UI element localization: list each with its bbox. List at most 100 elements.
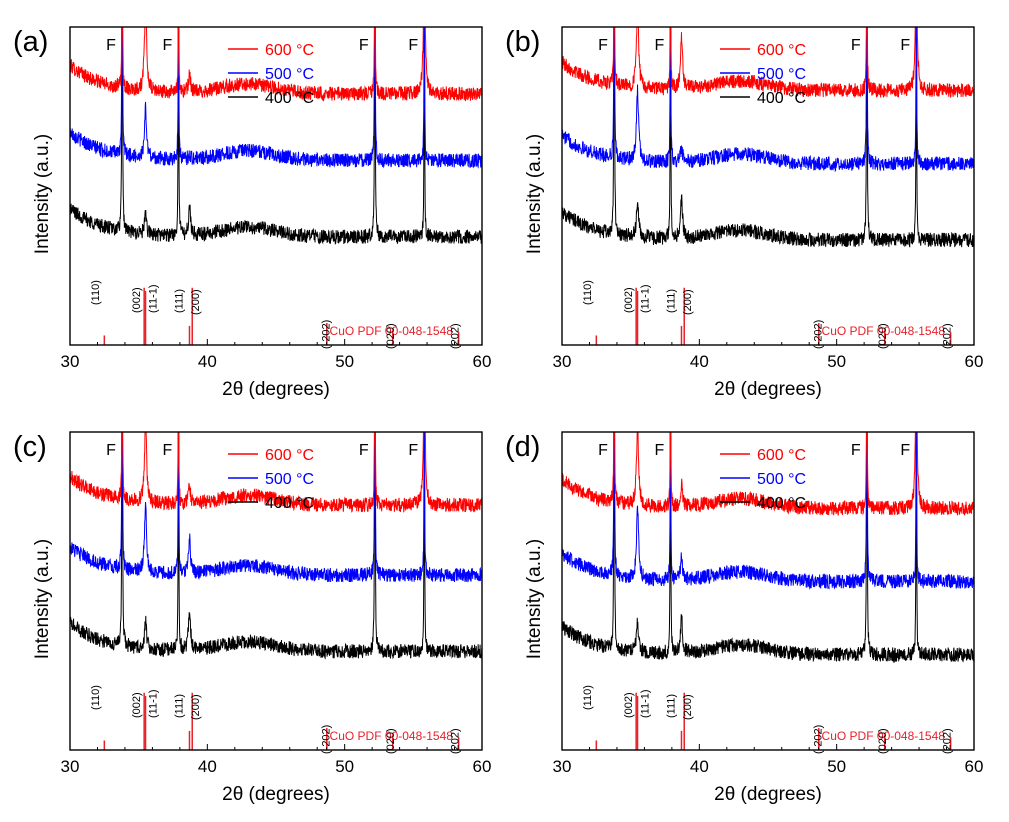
legend-label: 600 °C [757, 447, 806, 464]
f-label: F [162, 37, 172, 54]
f-label: F [359, 442, 369, 459]
f-label: F [900, 442, 910, 459]
x-tick-label: 50 [827, 352, 846, 371]
x-tick-label: 30 [61, 352, 80, 371]
x-tick-label: 30 [553, 757, 572, 776]
legend-label: 500 °C [757, 66, 806, 83]
f-label: F [900, 37, 910, 54]
f-label: F [408, 442, 418, 459]
series-line-500C [562, 27, 974, 173]
hkl-label: (200) [190, 694, 202, 720]
ref-name: CuO PDF 00-048-1548 [330, 729, 454, 743]
panel-1: CuO PDF 00-048-1548 (110) (002) (11-1) (111)… [13, 26, 492, 400]
hkl-label: (111) [174, 289, 186, 313]
legend-label: 600 °C [265, 447, 314, 464]
legend-label: 500 °C [757, 471, 806, 488]
x-tick-label: 50 [335, 352, 354, 371]
legend-label: 600 °C [265, 42, 314, 59]
x-tick-label: 60 [473, 352, 492, 371]
x-axis-label: 2θ (degrees) [222, 379, 330, 400]
x-tick-label: 40 [198, 757, 217, 776]
f-label: F [598, 442, 608, 459]
legend-label: 500 °C [265, 471, 314, 488]
f-label: F [851, 442, 861, 459]
hkl-label: (202) [450, 728, 462, 754]
hkl-label: (020) [877, 728, 889, 754]
series-line-400C [70, 432, 482, 660]
series-line-600C [70, 27, 482, 102]
hkl-label: (002) [131, 287, 143, 313]
x-tick-label: 40 [690, 757, 709, 776]
x-tick-label: 40 [198, 352, 217, 371]
panel-2: CuO PDF 00-048-1548 (110) (002) (11-1) (111)… [505, 26, 984, 400]
ref-name: CuO PDF 00-048-1548 [822, 729, 946, 743]
series-line-500C [70, 27, 482, 169]
plot-frame [69, 26, 483, 346]
hkl-label: (200) [682, 694, 694, 720]
f-label: F [851, 37, 861, 54]
f-label: F [408, 37, 418, 54]
series-line-400C [70, 27, 482, 245]
x-tick-label: 60 [965, 352, 984, 371]
panel-label: (b) [505, 26, 540, 58]
hkl-label: (110) [90, 280, 102, 305]
legend-label: 400 °C [265, 90, 314, 107]
f-label: F [106, 442, 116, 459]
y-axis-label: Intensity (a.u.) [32, 539, 53, 659]
panel-4: CuO PDF 00-048-1548 (110) (002) (11-1) (111)… [505, 431, 984, 805]
hkl-label: (110) [582, 280, 594, 305]
f-label: F [106, 37, 116, 54]
hkl-label: (-202) [321, 725, 333, 754]
hkl-label: (111) [174, 694, 186, 718]
hkl-label: (202) [942, 323, 954, 349]
hkl-label: (110) [582, 685, 594, 710]
series-line-500C [562, 432, 974, 590]
x-tick-label: 60 [965, 757, 984, 776]
y-axis-label: Intensity (a.u.) [524, 134, 545, 254]
hkl-label: (11-1) [640, 689, 652, 718]
series-line-600C [562, 432, 974, 516]
f-label: F [654, 37, 664, 54]
series-line-500C [70, 432, 482, 583]
hkl-label: (111) [666, 694, 678, 718]
hkl-label: (200) [682, 289, 694, 315]
legend-label: 400 °C [757, 495, 806, 512]
f-label: F [162, 442, 172, 459]
hkl-label: (111) [666, 289, 678, 313]
hkl-label: (-202) [813, 725, 825, 754]
x-tick-label: 60 [473, 757, 492, 776]
x-tick-label: 40 [690, 352, 709, 371]
f-label: F [359, 37, 369, 54]
hkl-label: (020) [877, 323, 889, 349]
x-tick-label: 50 [827, 757, 846, 776]
hkl-label: (11-1) [148, 689, 160, 718]
series-line-600C [70, 432, 482, 513]
panel-label: (d) [505, 431, 540, 463]
f-label: F [598, 37, 608, 54]
ref-name: CuO PDF 00-048-1548 [330, 324, 454, 338]
hkl-label: (002) [623, 692, 635, 718]
x-axis-label: 2θ (degrees) [222, 784, 330, 805]
legend-label: 600 °C [757, 42, 806, 59]
hkl-label: (-202) [321, 320, 333, 349]
series-line-600C [562, 27, 974, 99]
series-line-400C [562, 27, 974, 248]
hkl-label: (202) [450, 323, 462, 349]
hkl-label: (020) [385, 323, 397, 349]
legend-label: 400 °C [265, 495, 314, 512]
y-axis-label: Intensity (a.u.) [524, 539, 545, 659]
x-tick-label: 30 [61, 757, 80, 776]
plot-frame [69, 431, 483, 751]
plot-frame [561, 431, 975, 751]
y-axis-label: Intensity (a.u.) [32, 134, 53, 254]
hkl-label: (110) [90, 685, 102, 710]
panel-3: CuO PDF 00-048-1548 (110) (002) (11-1) (111)… [13, 431, 492, 805]
hkl-label: (-202) [813, 320, 825, 349]
ref-name: CuO PDF 00-048-1548 [822, 324, 946, 338]
x-axis-label: 2θ (degrees) [714, 379, 822, 400]
panel-label: (c) [13, 431, 47, 463]
legend-label: 400 °C [757, 90, 806, 107]
hkl-label: (200) [190, 289, 202, 315]
